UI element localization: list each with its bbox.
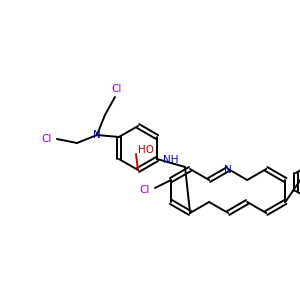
Text: Cl: Cl <box>140 185 150 195</box>
Text: NH: NH <box>163 155 179 165</box>
Text: N: N <box>93 130 101 140</box>
Text: Cl: Cl <box>112 84 122 94</box>
Text: HO: HO <box>138 145 154 155</box>
Text: Cl: Cl <box>42 134 52 144</box>
Text: N: N <box>224 165 232 175</box>
